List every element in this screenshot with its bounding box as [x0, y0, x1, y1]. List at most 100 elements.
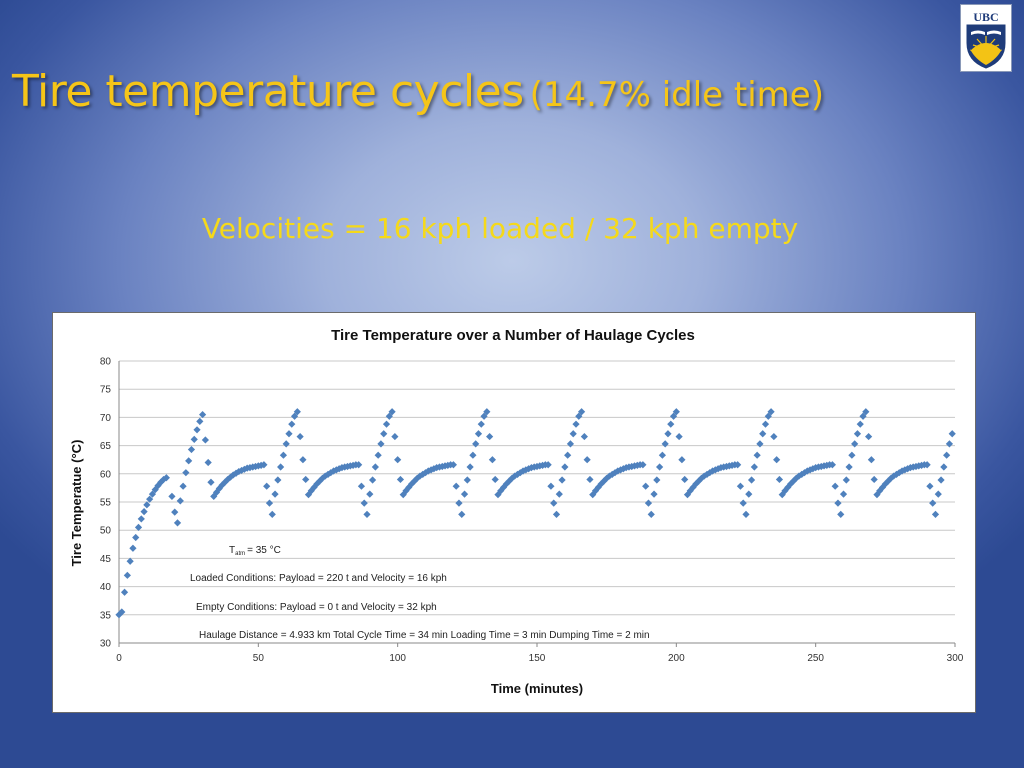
- slide-title-sub: (14.7% idle time): [529, 75, 824, 115]
- data-point: [929, 499, 937, 507]
- data-point: [187, 445, 196, 454]
- data-point: [140, 507, 148, 516]
- data-point: [569, 430, 577, 438]
- data-point: [120, 588, 129, 596]
- data-point: [867, 456, 875, 464]
- data-point: [115, 611, 123, 619]
- data-point: [190, 435, 198, 443]
- data-point: [179, 482, 187, 490]
- data-point: [274, 476, 282, 484]
- data-point: [761, 420, 770, 428]
- data-point: [558, 476, 566, 484]
- data-point: [396, 475, 405, 484]
- data-point: [118, 608, 126, 616]
- annotation-tatm-value: = 35 °C: [247, 545, 281, 556]
- data-point: [564, 451, 572, 459]
- data-point: [675, 432, 683, 441]
- data-point: [923, 461, 931, 469]
- data-point: [837, 510, 845, 519]
- data-point: [171, 508, 179, 516]
- data-point: [455, 499, 463, 507]
- data-point: [583, 456, 591, 464]
- annotation-empty: Empty Conditions: Payload = 0 t and Velo…: [196, 602, 437, 613]
- data-point: [263, 482, 271, 490]
- data-point: [408, 480, 416, 488]
- data-point: [168, 492, 176, 500]
- data-point: [296, 432, 304, 441]
- data-point: [619, 465, 627, 473]
- data-point: [667, 420, 675, 428]
- data-point: [926, 482, 934, 490]
- data-point: [374, 451, 382, 459]
- data-point: [756, 440, 764, 448]
- data-point: [472, 440, 480, 448]
- data-point: [703, 470, 711, 478]
- y-tick-label: 50: [100, 526, 112, 537]
- data-point: [458, 510, 466, 519]
- data-point: [235, 467, 243, 476]
- data-point: [299, 456, 307, 464]
- data-point: [277, 463, 285, 471]
- data-point: [550, 499, 558, 507]
- data-point: [650, 490, 658, 498]
- data-point: [603, 474, 611, 482]
- data-point: [577, 408, 586, 416]
- x-tick-label: 250: [807, 653, 824, 664]
- data-point: [332, 466, 340, 474]
- data-point: [672, 408, 680, 416]
- data-point: [617, 466, 625, 474]
- data-point: [469, 451, 477, 459]
- logo-text: UBC: [973, 10, 998, 24]
- data-point: [146, 495, 154, 503]
- data-point: [784, 483, 792, 491]
- annotation-tatm: Tatm = 35 °C: [229, 545, 281, 557]
- data-point: [224, 475, 232, 484]
- data-point: [839, 490, 848, 498]
- data-point: [547, 482, 555, 490]
- data-point: [143, 501, 151, 509]
- data-point: [185, 457, 193, 465]
- data-point: [452, 482, 460, 490]
- x-tick-label: 0: [116, 653, 122, 664]
- data-point: [608, 470, 616, 478]
- data-point: [580, 432, 588, 441]
- slide-title-main: Tire temperature cycles: [12, 66, 524, 117]
- data-point: [948, 430, 956, 438]
- data-point: [196, 417, 204, 425]
- data-point: [770, 432, 778, 441]
- data-point: [513, 470, 522, 478]
- y-axis-title: Tire Temperatue (°C): [69, 440, 84, 567]
- y-tick-label: 55: [100, 498, 112, 509]
- data-point: [734, 461, 742, 469]
- data-point: [132, 533, 140, 542]
- data-point: [466, 463, 474, 471]
- data-point: [427, 466, 435, 474]
- data-point: [129, 544, 137, 552]
- data-point: [430, 465, 438, 473]
- data-point: [279, 451, 288, 459]
- tire-temperature-chart: Tire Temperature over a Number of Haulag…: [69, 327, 964, 696]
- x-tick-labels: 0 50 100 150 200 250 300: [116, 653, 964, 664]
- data-point: [491, 475, 499, 484]
- data-point: [366, 490, 374, 498]
- data-point: [736, 482, 745, 490]
- data-point: [327, 469, 335, 477]
- data-point: [416, 472, 424, 480]
- ubc-crest-icon: UBC: [966, 10, 1006, 69]
- x-tick-label: 100: [389, 653, 406, 664]
- data-point: [753, 451, 761, 459]
- data-point: [831, 482, 839, 490]
- data-point: [892, 470, 901, 478]
- data-point: [307, 487, 315, 495]
- y-tick-labels: 30 35 40 45 50 55 60 65 70 75 80: [100, 357, 112, 650]
- data-point: [463, 476, 471, 484]
- data-point: [759, 430, 767, 438]
- data-point: [329, 467, 338, 475]
- data-point: [647, 510, 655, 519]
- data-point: [182, 469, 190, 477]
- slide-subtitle: Velocities = 16 kph loaded / 32 kph empt…: [201, 212, 799, 245]
- data-point: [265, 499, 274, 507]
- data-point: [661, 440, 669, 448]
- data-point: [385, 412, 393, 420]
- data-point: [123, 571, 131, 579]
